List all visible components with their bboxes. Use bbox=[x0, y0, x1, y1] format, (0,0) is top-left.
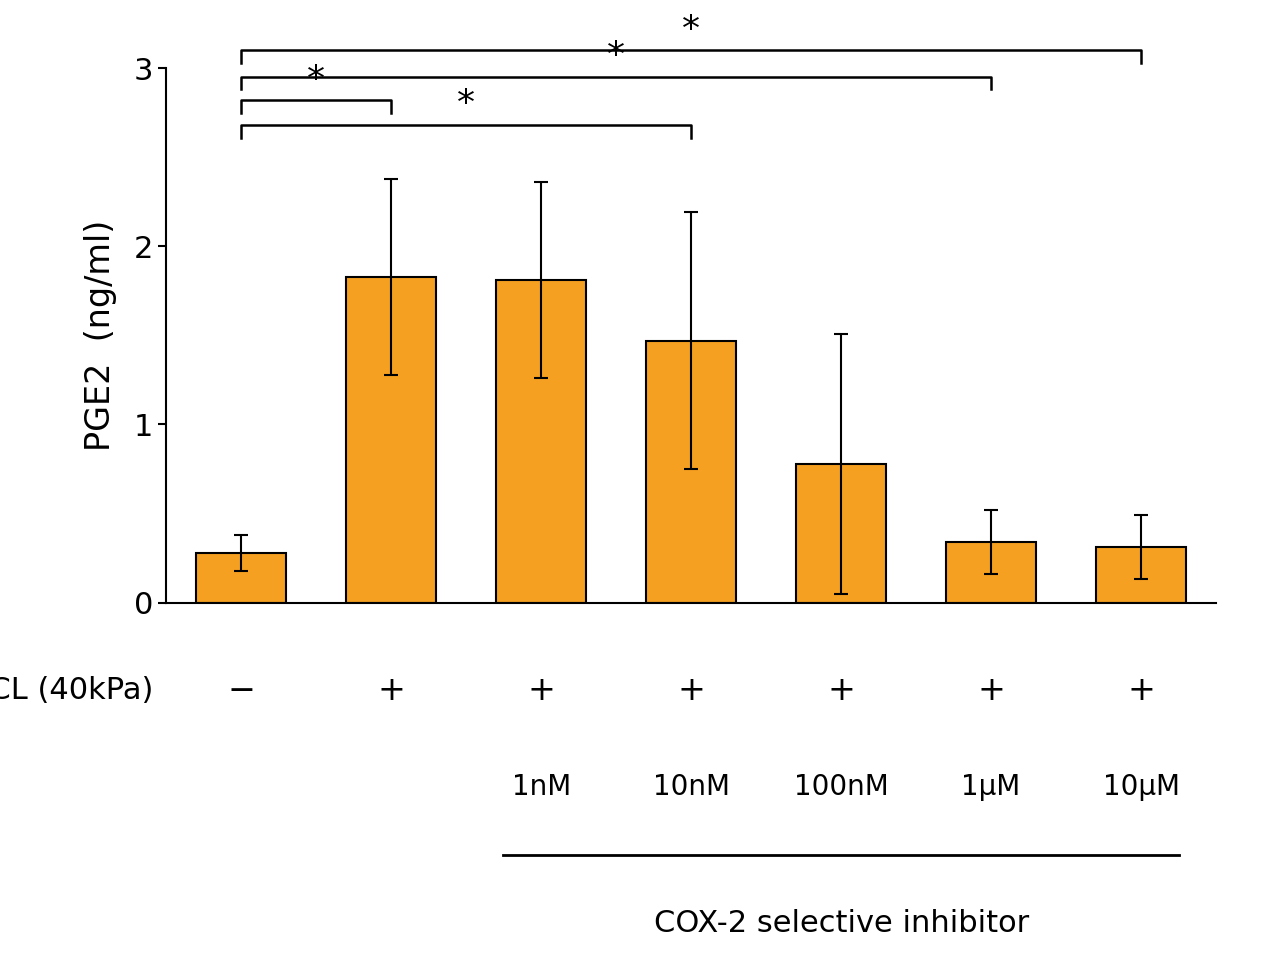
Text: −: − bbox=[228, 674, 256, 707]
Text: CCL (40kPa): CCL (40kPa) bbox=[0, 676, 154, 705]
Text: +: + bbox=[977, 674, 1005, 707]
Text: *: * bbox=[607, 40, 625, 73]
Text: +: + bbox=[378, 674, 406, 707]
Bar bbox=[497, 280, 586, 603]
Text: 1μM: 1μM bbox=[961, 774, 1020, 801]
Bar bbox=[347, 276, 436, 603]
Text: COX-2 selective inhibitor: COX-2 selective inhibitor bbox=[654, 909, 1029, 938]
Text: +: + bbox=[677, 674, 705, 707]
Text: 100nM: 100nM bbox=[794, 774, 888, 801]
Bar bbox=[946, 542, 1036, 603]
Text: 10μM: 10μM bbox=[1102, 774, 1180, 801]
Text: *: * bbox=[307, 62, 325, 96]
Bar bbox=[196, 553, 287, 603]
Text: *: * bbox=[457, 87, 475, 122]
Text: +: + bbox=[827, 674, 855, 707]
Text: 10nM: 10nM bbox=[653, 774, 730, 801]
Bar bbox=[796, 464, 886, 603]
Bar bbox=[1096, 547, 1187, 603]
Text: +: + bbox=[527, 674, 556, 707]
Bar bbox=[646, 341, 736, 603]
Y-axis label: PGE2  (ng/ml): PGE2 (ng/ml) bbox=[84, 220, 116, 451]
Text: +: + bbox=[1128, 674, 1155, 707]
Text: 1nM: 1nM bbox=[512, 774, 571, 801]
Text: *: * bbox=[682, 13, 700, 47]
